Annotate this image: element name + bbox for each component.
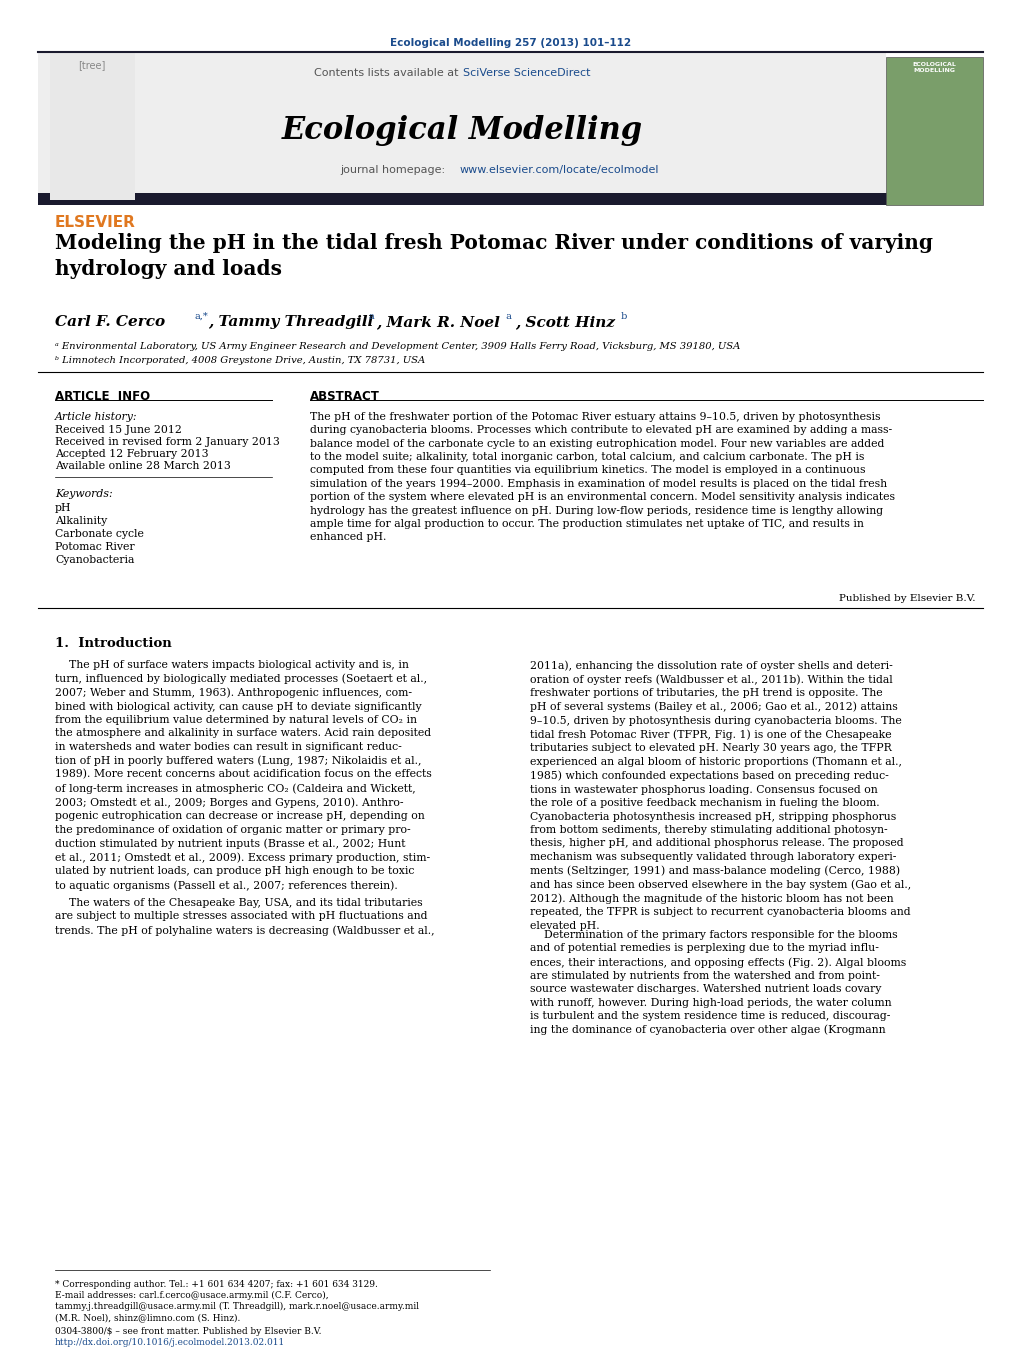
Text: Determination of the primary factors responsible for the blooms
and of potential: Determination of the primary factors res… <box>530 929 907 1035</box>
Text: The pH of the freshwater portion of the Potomac River estuary attains 9–10.5, dr: The pH of the freshwater portion of the … <box>310 412 895 542</box>
Text: Ecological Modelling 257 (2013) 101–112: Ecological Modelling 257 (2013) 101–112 <box>390 38 632 49</box>
Text: The pH of surface waters impacts biological activity and is, in
turn, influenced: The pH of surface waters impacts biologi… <box>55 661 432 890</box>
Text: http://dx.doi.org/10.1016/j.ecolmodel.2013.02.011: http://dx.doi.org/10.1016/j.ecolmodel.20… <box>55 1337 285 1347</box>
Text: Available online 28 March 2013: Available online 28 March 2013 <box>55 461 231 471</box>
Text: ᵇ Limnotech Incorporated, 4008 Greystone Drive, Austin, TX 78731, USA: ᵇ Limnotech Incorporated, 4008 Greystone… <box>55 357 426 365</box>
Text: Modeling the pH in the tidal fresh Potomac River under conditions of varying
hyd: Modeling the pH in the tidal fresh Potom… <box>55 232 933 280</box>
Text: Cyanobacteria: Cyanobacteria <box>55 555 135 565</box>
Text: b: b <box>618 312 627 322</box>
Text: Alkalinity: Alkalinity <box>55 516 107 526</box>
Text: ELSEVIER: ELSEVIER <box>55 215 136 230</box>
Bar <box>38 193 983 205</box>
Text: * Corresponding author. Tel.: +1 601 634 4207; fax: +1 601 634 3129.: * Corresponding author. Tel.: +1 601 634… <box>55 1279 378 1289</box>
Text: a: a <box>503 312 512 322</box>
Text: Keywords:: Keywords: <box>55 489 112 499</box>
Text: 0304-3800/$ – see front matter. Published by Elsevier B.V.: 0304-3800/$ – see front matter. Publishe… <box>55 1327 322 1336</box>
Text: , Mark R. Noel: , Mark R. Noel <box>376 315 500 330</box>
Text: Carbonate cycle: Carbonate cycle <box>55 530 144 539</box>
Text: Received in revised form 2 January 2013: Received in revised form 2 January 2013 <box>55 436 280 447</box>
Text: Received 15 June 2012: Received 15 June 2012 <box>55 426 182 435</box>
Text: The waters of the Chesapeake Bay, USA, and its tidal tributaries
are subject to : The waters of the Chesapeake Bay, USA, a… <box>55 898 435 935</box>
Text: (M.R. Noel), shinz@limno.com (S. Hinz).: (M.R. Noel), shinz@limno.com (S. Hinz). <box>55 1313 240 1323</box>
Text: , Scott Hinz: , Scott Hinz <box>515 315 615 330</box>
Text: tammy.j.threadgill@usace.army.mil (T. Threadgill), mark.r.noel@usace.army.mil: tammy.j.threadgill@usace.army.mil (T. Th… <box>55 1302 419 1310</box>
Text: [tree]: [tree] <box>79 59 106 70</box>
Text: SciVerse ScienceDirect: SciVerse ScienceDirect <box>463 68 590 78</box>
Bar <box>50 51 135 200</box>
Text: Ecological Modelling: Ecological Modelling <box>282 115 642 146</box>
Text: Contents lists available at: Contents lists available at <box>314 68 461 78</box>
Text: 1.  Introduction: 1. Introduction <box>55 638 172 650</box>
Text: ABSTRACT: ABSTRACT <box>310 390 380 403</box>
Bar <box>38 51 886 200</box>
Text: ARTICLE  INFO: ARTICLE INFO <box>55 390 150 403</box>
Text: Potomac River: Potomac River <box>55 542 135 553</box>
Text: , Tammy Threadgill: , Tammy Threadgill <box>208 315 374 330</box>
Text: a: a <box>368 312 374 322</box>
Text: 2011a), enhancing the dissolution rate of oyster shells and deteri-
oration of o: 2011a), enhancing the dissolution rate o… <box>530 661 912 931</box>
Text: journal homepage:: journal homepage: <box>340 165 448 176</box>
Text: a,*: a,* <box>194 312 207 322</box>
Text: pH: pH <box>55 503 71 513</box>
Text: ᵃ Environmental Laboratory, US Army Engineer Research and Development Center, 39: ᵃ Environmental Laboratory, US Army Engi… <box>55 342 740 351</box>
Text: www.elsevier.com/locate/ecolmodel: www.elsevier.com/locate/ecolmodel <box>460 165 660 176</box>
Text: ECOLOGICAL
MODELLING: ECOLOGICAL MODELLING <box>912 62 956 73</box>
Text: Accepted 12 February 2013: Accepted 12 February 2013 <box>55 449 208 459</box>
Text: Published by Elsevier B.V.: Published by Elsevier B.V. <box>838 594 975 603</box>
Text: E-mail addresses: carl.f.cerco@usace.army.mil (C.F. Cerco),: E-mail addresses: carl.f.cerco@usace.arm… <box>55 1292 329 1300</box>
Text: Carl F. Cerco: Carl F. Cerco <box>55 315 165 330</box>
Bar <box>886 57 983 205</box>
Text: Article history:: Article history: <box>55 412 138 422</box>
